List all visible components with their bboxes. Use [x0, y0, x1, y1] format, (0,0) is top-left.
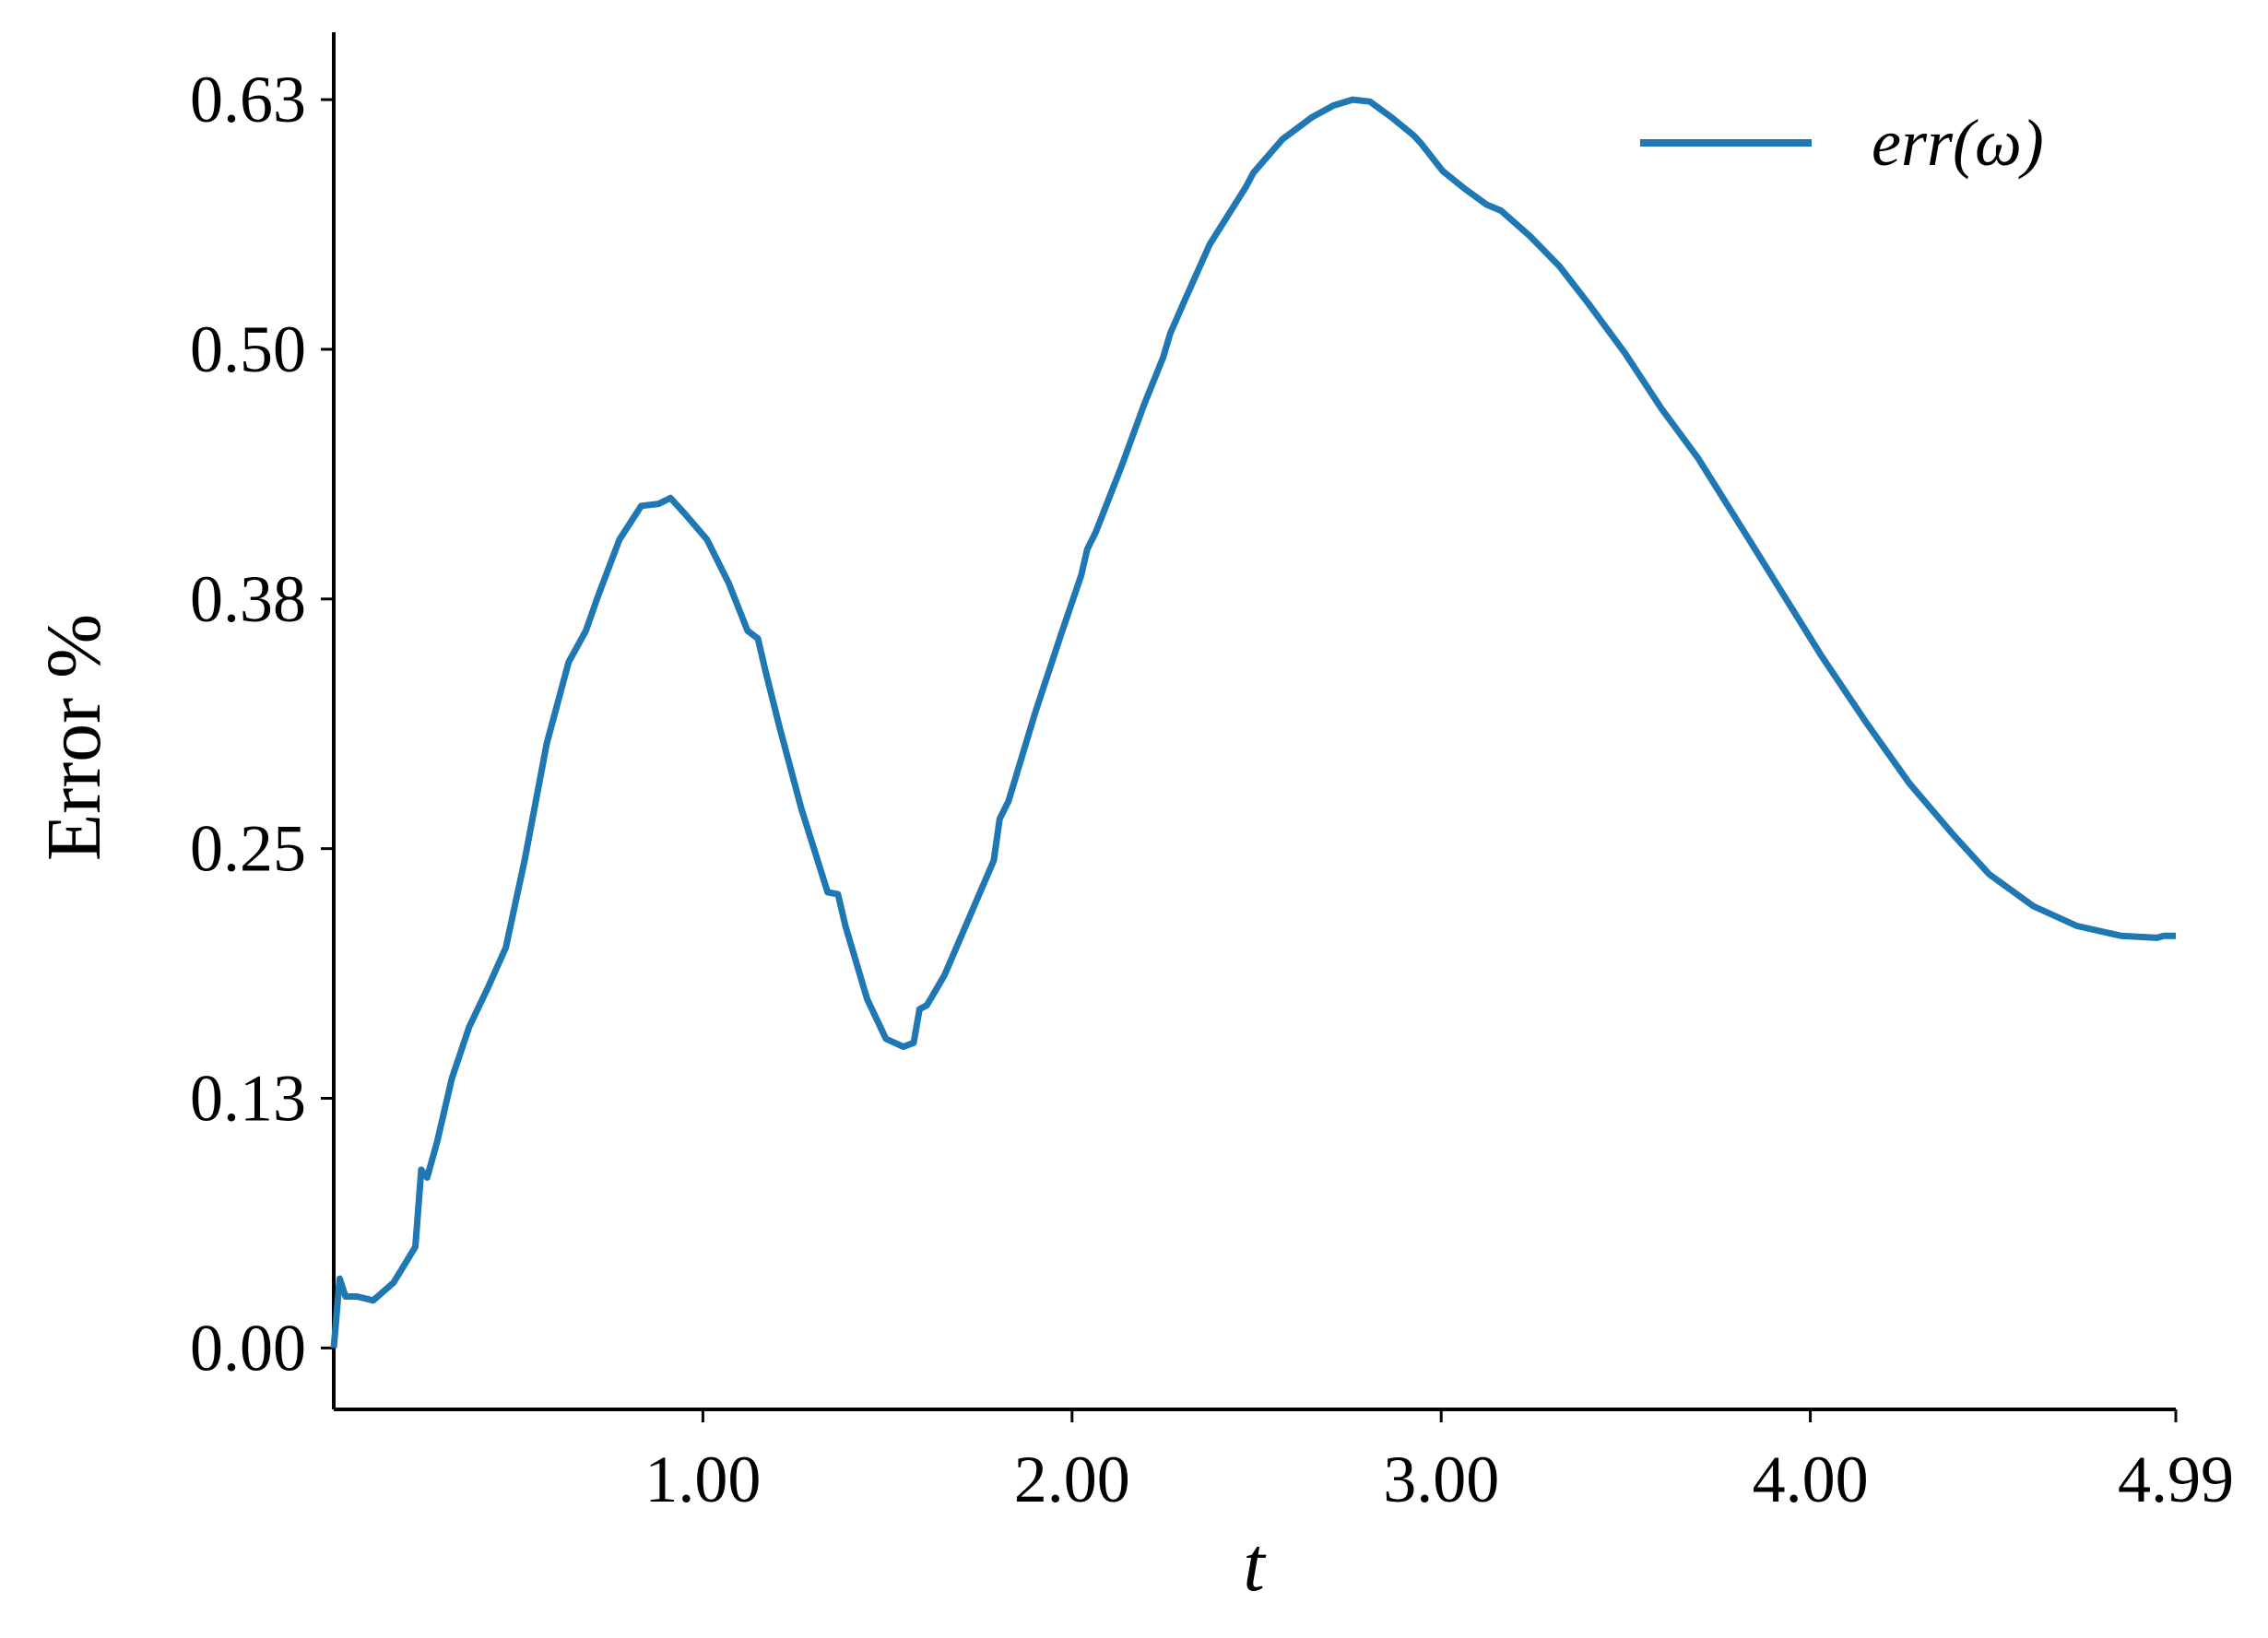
y-tick-label: 0.13	[190, 1062, 306, 1136]
y-tick-label: 0.38	[190, 562, 306, 636]
x-tick-label: 4.99	[2118, 1443, 2234, 1516]
y-tick-label: 0.50	[190, 312, 306, 386]
line	[330, 96, 2176, 1349]
x-tick-label: 1.00	[644, 1443, 761, 1516]
x-axis-label: t	[1243, 1522, 1267, 1608]
x-tick-label: 2.00	[1014, 1443, 1130, 1516]
y-tick-label: 0.63	[190, 63, 306, 136]
y-tick-label: 0.00	[190, 1311, 306, 1385]
y-tick-label: 0.25	[190, 812, 306, 886]
legend-label: err(ω)	[1872, 106, 2044, 180]
x-tick-label: 3.00	[1383, 1443, 1499, 1516]
y-axis-label: Error %	[31, 614, 117, 861]
x-tick-label: 4.00	[1753, 1443, 1869, 1516]
